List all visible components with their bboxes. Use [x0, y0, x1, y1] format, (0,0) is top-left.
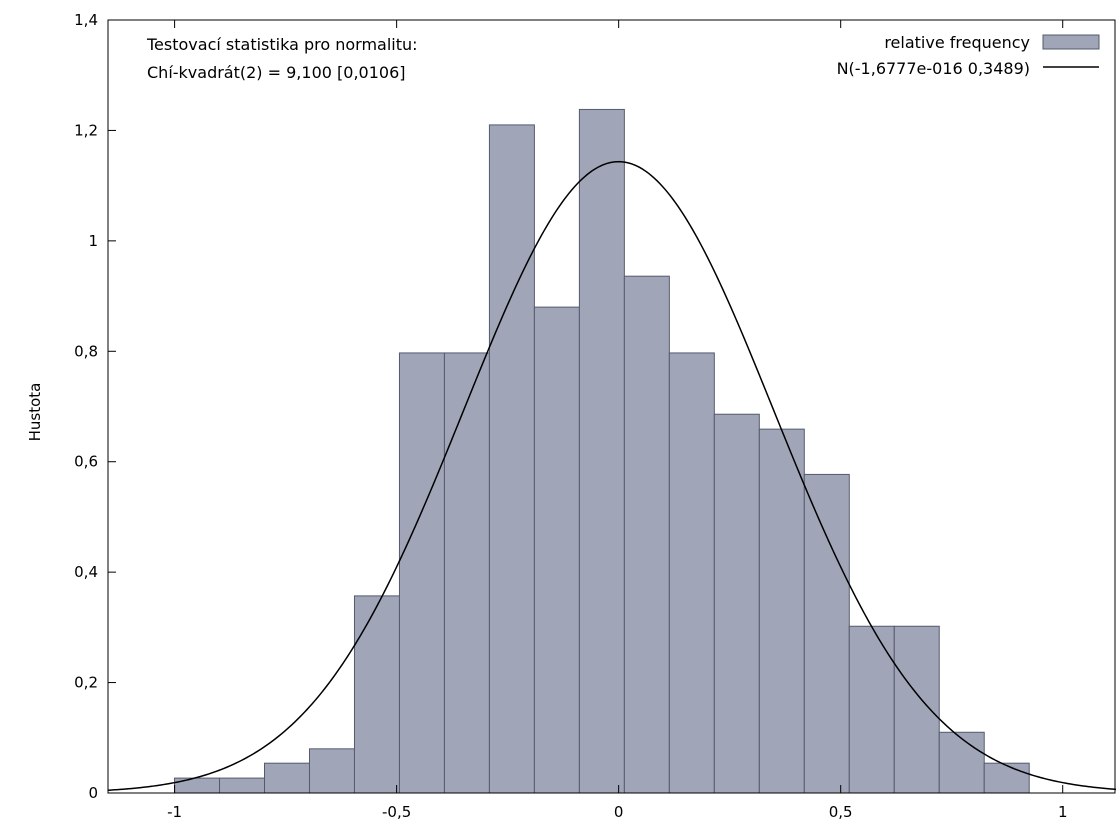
- histogram-bar: [488, 124, 535, 794]
- histogram-bar: [623, 275, 670, 794]
- histogram-bar: [398, 352, 445, 794]
- histogram-bar: [174, 777, 221, 794]
- histogram-bar: [713, 413, 760, 794]
- histogram-bar: [533, 306, 580, 794]
- histogram-bar: [308, 748, 355, 794]
- x-tick-label: -1: [167, 803, 182, 821]
- histogram-bar: [264, 762, 310, 794]
- y-tick-label: 0,4: [74, 563, 98, 581]
- normal-curve: [107, 160, 1116, 791]
- histogram-bar: [803, 473, 850, 794]
- y-tick-label: 0: [88, 784, 98, 802]
- histogram-bar: [219, 777, 266, 794]
- plot-frame: [107, 19, 1116, 794]
- annotation-line-1: Testovací statistika pro normalitu:: [146, 35, 418, 54]
- x-tick-label: -0,5: [382, 803, 411, 821]
- y-tick-label: 1: [88, 232, 98, 250]
- legend-label-normal: N(-1,6777e-016 0,3489): [837, 59, 1030, 78]
- y-tick-label: 1,2: [74, 121, 98, 139]
- annotation-line-2: Chí-kvadrát(2) = 9,100 [0,0106]: [147, 63, 405, 82]
- histogram-bar: [758, 428, 805, 794]
- curve-layer: [107, 160, 1116, 791]
- legend-label-histogram: relative frequency: [884, 33, 1030, 52]
- histogram-bar: [668, 352, 715, 794]
- ticks-layer: -1 -0,5 0 0,5 1 0 0,2 0,4 0,6 0,8 1 1,2 1,4: [74, 11, 1067, 821]
- histogram-bar: [353, 595, 400, 794]
- x-tick-label: 0: [614, 803, 624, 821]
- bars-layer: [174, 108, 1030, 794]
- histogram-bar: [578, 108, 625, 794]
- y-tick-label: 0,2: [74, 674, 98, 692]
- y-axis-label: Hustota: [26, 383, 44, 442]
- y-tick-label: 0,8: [74, 342, 98, 360]
- legend: relative frequency N(-1,6777e-016 0,3489…: [837, 33, 1100, 78]
- histogram-bar: [938, 731, 985, 794]
- legend-swatch-histogram: [1042, 34, 1100, 50]
- histogram-bar: [893, 625, 940, 794]
- x-tick-label: 1: [1058, 803, 1068, 821]
- histogram-bar: [983, 762, 1030, 794]
- histogram-bar: [848, 625, 895, 794]
- x-tick-label: 0,5: [829, 803, 853, 821]
- y-tick-label: 1,4: [74, 11, 98, 29]
- histogram-bar: [443, 352, 490, 794]
- y-tick-label: 0,6: [74, 453, 98, 471]
